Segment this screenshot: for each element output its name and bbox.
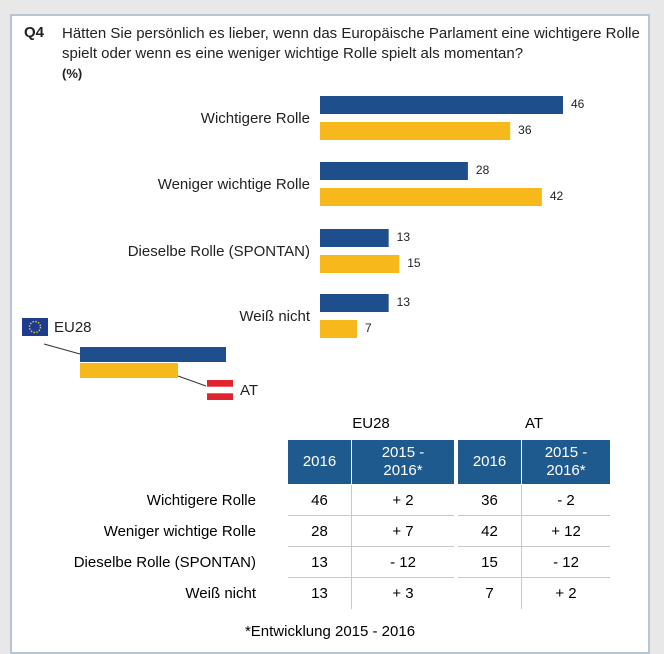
table-cell: + 3 [351,578,454,609]
legend-label: AT [240,382,258,399]
unit-label: (%) [62,66,83,81]
table-cell: + 2 [521,578,610,609]
category-label: Weiß nicht [239,308,310,325]
legend-label: EU28 [54,319,92,336]
category-label: Weniger wichtige Rolle [158,176,310,193]
bar [320,122,511,140]
bar [320,255,400,273]
value-label: 15 [407,256,421,270]
column-header: 2016 [288,440,351,484]
legend-swatch [80,347,226,362]
at-flag [207,380,233,400]
column-header: 2015 - 2016* [521,440,610,484]
value-label: 28 [476,163,490,177]
category-label: Wichtigere Rolle [201,110,310,127]
row-label: Dieselbe Rolle (SPONTAN) [73,554,256,571]
column-header: 2016 [458,440,521,484]
question-text: Hätten Sie persönlich es lieber, wenn da… [62,25,640,62]
table-cell: + 2 [351,485,454,516]
table-cell: 13 [288,547,351,578]
legend-pointer [43,343,81,355]
value-label: 13 [397,295,411,309]
group-header: EU28 [352,414,390,432]
value-label: 13 [397,230,411,244]
table-cell: 13 [311,585,328,602]
footnote: *Entwicklung 2015 - 2016 [244,622,416,640]
legend-pointer [177,375,207,387]
table-cell: + 7 [351,516,454,547]
bar [320,320,357,338]
legend-swatch [80,363,178,378]
question-label: Q4 [24,24,45,41]
bar [320,229,389,247]
value-label: 46 [571,97,585,111]
table-cell: + 12 [521,516,610,547]
table-cell: 46 [288,485,351,516]
table-cell: 15 [458,547,521,578]
column-header: 2015 - 2016* [351,440,454,484]
table-cell: 28 [288,516,351,547]
eu-flag [22,318,48,336]
table-cell: - 12 [521,547,610,578]
bar [320,162,468,180]
row-label: Wichtigere Rolle [146,492,256,509]
value-label: 36 [518,123,532,137]
table-cell: 42 [458,516,521,547]
category-label: Dieselbe Rolle (SPONTAN) [128,243,310,260]
bar [320,188,542,206]
row-label: Weniger wichtige Rolle [103,523,256,540]
group-header: AT [524,414,544,432]
bar [320,294,389,312]
value-label: 7 [365,321,372,335]
table-cell: 7 [485,585,494,602]
table-cell: - 12 [351,547,454,578]
table-cell: 36 [458,485,521,516]
table-cell: - 2 [521,485,610,516]
row-label: Weiß nicht [185,585,256,602]
value-label: 42 [550,189,564,203]
bar [320,96,563,114]
